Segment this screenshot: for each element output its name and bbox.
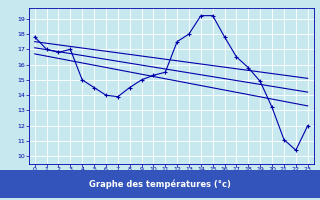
Text: Graphe des températures (°c): Graphe des températures (°c) [89, 179, 231, 189]
